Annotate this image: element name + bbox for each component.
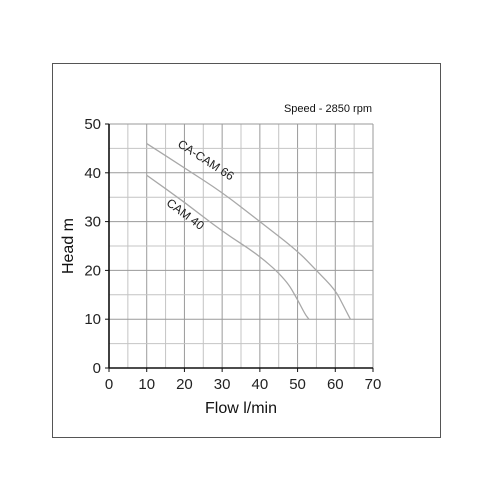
chart-frame <box>52 63 441 438</box>
x-tick-label: 0 <box>105 376 113 393</box>
x-tick-label: 30 <box>214 376 231 393</box>
y-tick-label: 30 <box>84 214 101 231</box>
y-tick-label: 50 <box>84 116 101 133</box>
x-tick-label: 20 <box>176 376 193 393</box>
axes <box>105 123 374 372</box>
curve-ca-cam-66 <box>146 142 351 320</box>
x-tick-label: 60 <box>327 376 344 393</box>
y-tick-label: 20 <box>84 262 101 279</box>
y-axis-label: Head m <box>60 218 77 274</box>
grid <box>108 123 374 369</box>
x-tick-label: 40 <box>252 376 269 393</box>
curves <box>146 142 351 320</box>
tick-labels: 0 10 20 30 40 50 60 70 0 10 20 30 40 50 <box>84 116 381 393</box>
y-tick-label: 0 <box>93 360 101 377</box>
speed-annotation: Speed - 2850 rpm <box>284 103 372 115</box>
x-tick-label: 70 <box>365 376 382 393</box>
curve-cam-40 <box>146 174 310 320</box>
y-tick-label: 10 <box>84 311 101 328</box>
x-tick-label: 50 <box>289 376 306 393</box>
x-tick-label: 10 <box>138 376 155 393</box>
y-tick-label: 40 <box>84 165 101 182</box>
x-axis-label: Flow l/min <box>205 400 277 417</box>
